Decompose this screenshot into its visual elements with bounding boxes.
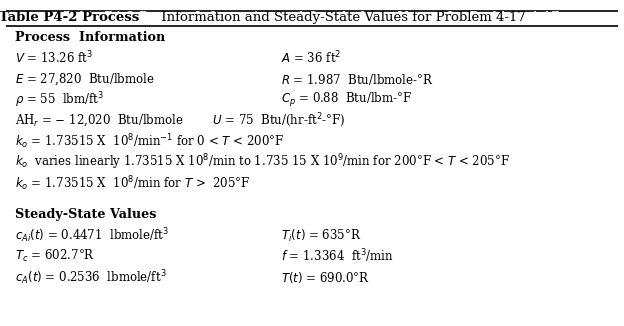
Text: $k_o$ = 1.73515 X  10$^8$/min for $T$ >  205°F: $k_o$ = 1.73515 X 10$^8$/min for $T$ > 2… [16, 174, 251, 193]
Text: Table P4-2 Process: Table P4-2 Process [0, 11, 139, 24]
Text: Process  Information: Process Information [16, 31, 165, 44]
Text: Information and Steady-State Values for Problem 4-17: Information and Steady-State Values for … [157, 11, 527, 24]
Text: $V$ = 13.26 ft$^3$: $V$ = 13.26 ft$^3$ [16, 50, 94, 67]
Text: $c_A(t)$ = 0.2536  lbmole/ft$^3$: $c_A(t)$ = 0.2536 lbmole/ft$^3$ [16, 268, 167, 287]
Text: $C_p$ = 0.88  Btu/lbm-°F: $C_p$ = 0.88 Btu/lbm-°F [281, 91, 412, 109]
Text: $R$ = 1.987  Btu/lbmole-°R: $R$ = 1.987 Btu/lbmole-°R [281, 72, 434, 87]
Text: $k_o$  varies linearly 1.73515 X 10$^8$/min to 1.735 15 X 10$^9$/min for 200°F <: $k_o$ varies linearly 1.73515 X 10$^8$/m… [16, 153, 510, 172]
Text: $A$ = 36 ft$^2$: $A$ = 36 ft$^2$ [281, 50, 342, 67]
Text: $T_c$ = 602.7°R: $T_c$ = 602.7°R [16, 248, 95, 264]
Text: $T_i(t)$ = 635°R: $T_i(t)$ = 635°R [281, 228, 362, 244]
Text: $k_o$ = 1.73515 X  10$^8$/min$^{-1}$ for 0 < $T$ < 200°F: $k_o$ = 1.73515 X 10$^8$/min$^{-1}$ for … [16, 132, 285, 151]
Text: Steady-State Values: Steady-State Values [16, 208, 157, 221]
Text: $c_{Ai}(t)$ = 0.4471  lbmole/ft$^3$: $c_{Ai}(t)$ = 0.4471 lbmole/ft$^3$ [16, 226, 170, 245]
Text: $E$ = 27,820  Btu/lbmole: $E$ = 27,820 Btu/lbmole [16, 71, 155, 87]
Text: Table P4-2 Process Information and Steady-State Values for Problem 4-17: Table P4-2 Process Information and Stead… [64, 11, 560, 24]
Text: $\rho$ = 55  lbm/ft$^3$: $\rho$ = 55 lbm/ft$^3$ [16, 90, 105, 110]
Text: $T(t)$ = 690.0°R: $T(t)$ = 690.0°R [281, 270, 371, 285]
Text: $f$ = 1.3364  ft$^3$/min: $f$ = 1.3364 ft$^3$/min [281, 247, 394, 265]
Text: AH$_r$ = − 12,020  Btu/lbmole        $U$ = 75  Btu/(hr-ft$^2$-°F): AH$_r$ = − 12,020 Btu/lbmole $U$ = 75 Bt… [16, 112, 346, 130]
